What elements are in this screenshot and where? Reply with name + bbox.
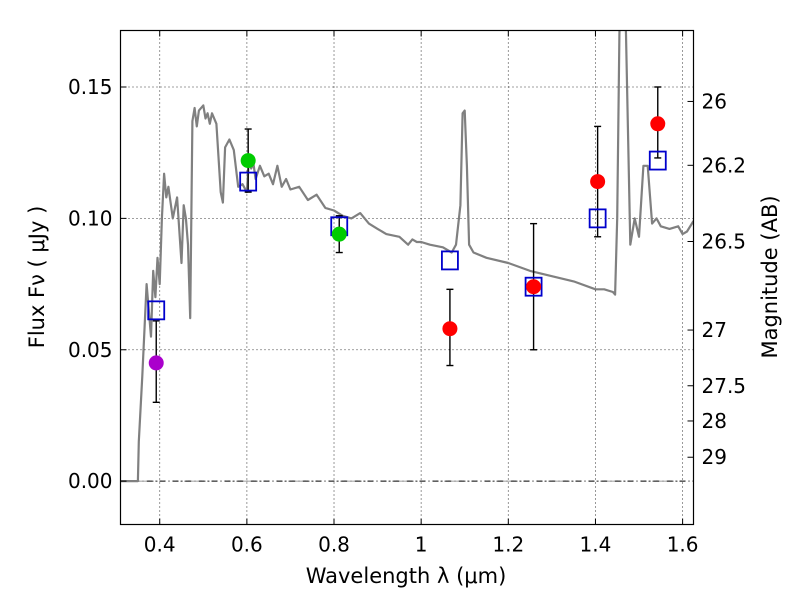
mag-tick-label: 26.2 [702,153,747,177]
observed-flux-point [148,355,164,371]
axes-ticks: 0.4 0.6 0.8 1 1.2 1.4 1.6 0.00 0.05 0.10 0.15 26 26.… [68,30,747,557]
model-flux-square [147,300,166,321]
observed-flux-point [240,153,256,169]
mag-tick-label: 26.5 [702,230,747,254]
x-tick-label: 0.6 [231,533,263,557]
series [120,30,694,483]
observed-flux-point [590,174,606,190]
y-axis-label: Flux Fν ( μJy ) [25,206,49,349]
x-tick-label: 1 [415,533,428,557]
x-tick-label: 1.2 [492,533,524,557]
mag-tick-label: 27.5 [702,374,747,398]
y2-axis-label: Magnitude (AB) [758,195,782,358]
mag-tick-label: 27 [702,318,727,342]
x-tick-label: 0.4 [144,533,176,557]
plot-background [120,30,694,525]
observed-flux-point [331,226,347,242]
mag-tick-label: 28 [702,409,727,433]
model-flux-square [239,171,258,192]
model-sed-line [120,30,694,483]
y-tick-label: 0.05 [68,338,113,362]
observed-flux-point [650,116,666,132]
observed-flux-point [526,279,542,295]
model-flux-square [441,250,459,271]
x-tick-label: 1.4 [580,533,612,557]
x-axis-label: Wavelength λ (μm) [306,564,507,588]
observed-flux-point [442,321,458,337]
x-tick-label: 0.8 [318,533,350,557]
mag-tick-label: 26 [702,89,727,113]
y-tick-label: 0.10 [68,206,113,230]
plot-frame [119,29,695,526]
mag-tick-label: 29 [702,445,727,469]
model-flux-square [524,276,543,297]
model-flux-square [648,150,667,171]
x-tick-label: 1.6 [667,533,699,557]
y-tick-label: 0.15 [68,75,113,99]
model-flux-square [588,208,607,229]
y-tick-label: 0.00 [68,469,113,493]
